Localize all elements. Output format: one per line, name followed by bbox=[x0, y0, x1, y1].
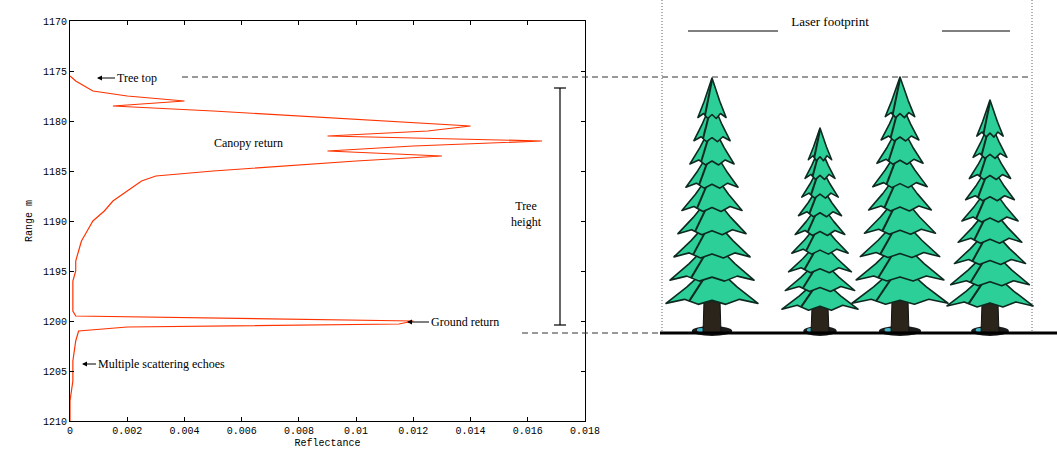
svg-text:Tree top: Tree top bbox=[117, 71, 157, 85]
svg-text:0.016: 0.016 bbox=[513, 426, 543, 437]
svg-text:0.004: 0.004 bbox=[169, 426, 199, 437]
svg-text:1210: 1210 bbox=[43, 417, 67, 428]
svg-text:1185: 1185 bbox=[43, 167, 67, 178]
svg-text:1195: 1195 bbox=[43, 267, 67, 278]
svg-text:0.014: 0.014 bbox=[456, 426, 486, 437]
svg-text:1205: 1205 bbox=[43, 367, 67, 378]
svg-text:1175: 1175 bbox=[43, 67, 67, 78]
svg-text:0: 0 bbox=[67, 426, 73, 437]
svg-text:0.008: 0.008 bbox=[284, 426, 314, 437]
svg-text:Laser footprint: Laser footprint bbox=[791, 14, 869, 29]
svg-text:Multiple scattering echoes: Multiple scattering echoes bbox=[98, 357, 225, 371]
svg-text:0.012: 0.012 bbox=[398, 426, 428, 437]
svg-text:1170: 1170 bbox=[43, 17, 67, 28]
svg-text:Reflectance: Reflectance bbox=[294, 438, 360, 449]
svg-text:1190: 1190 bbox=[43, 217, 67, 228]
svg-text:0.01: 0.01 bbox=[344, 426, 368, 437]
svg-text:0.002: 0.002 bbox=[112, 426, 142, 437]
svg-text:Treeheight: Treeheight bbox=[511, 199, 542, 229]
svg-text:Canopy return: Canopy return bbox=[214, 136, 283, 150]
svg-text:Range m: Range m bbox=[24, 200, 35, 242]
svg-text:1180: 1180 bbox=[43, 117, 67, 128]
svg-text:Ground return: Ground return bbox=[431, 315, 499, 329]
svg-text:0.018: 0.018 bbox=[570, 426, 600, 437]
svg-text:1200: 1200 bbox=[43, 317, 67, 328]
svg-text:0.006: 0.006 bbox=[227, 426, 257, 437]
